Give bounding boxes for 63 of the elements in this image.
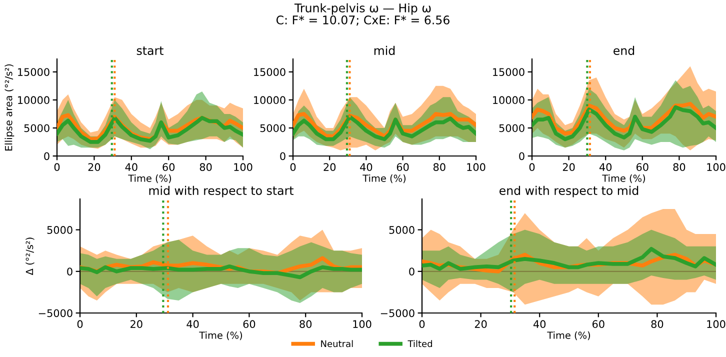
legend-label: Neutral xyxy=(321,340,353,348)
legend-label: Tilted xyxy=(408,340,432,348)
x-axis-title: Time (%) xyxy=(199,331,242,340)
y-tick-label: 10000 xyxy=(254,96,286,104)
x-axis-title: Time (%) xyxy=(547,331,590,340)
y-tick-label: 0 xyxy=(67,268,72,276)
x-tick-label: 20 xyxy=(562,163,575,172)
chart-title: end with respect to mid xyxy=(500,186,638,198)
x-tick-label: 0 xyxy=(77,320,83,328)
x-tick-label: 40 xyxy=(599,163,612,172)
y-tick-label: 10000 xyxy=(493,96,524,104)
y-axis-title: Ellipse area (°²/s²) xyxy=(4,64,14,150)
y-tick-label: 5000 xyxy=(499,124,524,132)
y-tick-label: 10000 xyxy=(18,96,50,104)
x-tick-label: 100 xyxy=(707,163,726,172)
chart-title: mid with respect to start xyxy=(149,186,294,198)
y-tick-label: 0 xyxy=(519,152,524,160)
y-tick-label: 15000 xyxy=(254,68,286,76)
x-tick-label: 20 xyxy=(474,320,487,328)
x-tick-label: 100 xyxy=(707,320,726,328)
x-tick-label: 40 xyxy=(360,163,372,172)
x-tick-label: 100 xyxy=(467,163,486,172)
x-tick-label: 80 xyxy=(433,163,446,172)
x-tick-label: 80 xyxy=(673,163,686,172)
x-tick-label: 80 xyxy=(300,320,312,328)
x-tick-label: 60 xyxy=(396,163,409,172)
x-tick-label: 0 xyxy=(290,163,296,172)
chart-title: end xyxy=(614,46,634,55)
y-tick-label: 5000 xyxy=(47,226,72,234)
y-tick-label: −5000 xyxy=(38,309,72,318)
y-tick-label: 5000 xyxy=(389,226,414,234)
x-tick-label: 20 xyxy=(324,163,336,172)
text: Trunk-pelvis ω — Hip ω xyxy=(294,3,431,15)
x-tick-label: 40 xyxy=(125,163,138,172)
y-tick-label: 15000 xyxy=(493,68,524,76)
x-tick-label: 40 xyxy=(533,320,546,328)
y-tick-label: 0 xyxy=(409,268,414,276)
x-tick-label: 80 xyxy=(651,320,664,328)
y-tick-label: −5000 xyxy=(380,309,414,318)
x-tick-label: 80 xyxy=(200,163,212,172)
y-tick-label: 0 xyxy=(44,152,50,160)
x-tick-label: 40 xyxy=(186,320,199,328)
x-tick-label: 60 xyxy=(636,163,648,172)
x-tick-label: 0 xyxy=(419,320,425,328)
y-axis-title: Δ (°²/s²) xyxy=(26,238,34,276)
x-tick-label: 60 xyxy=(592,320,604,328)
x-axis-title: Time (%) xyxy=(128,174,172,184)
text: C: F* = 10.07; CxE: F* = 6.56 xyxy=(276,15,450,26)
y-tick-label: 5000 xyxy=(24,124,50,132)
x-tick-label: 60 xyxy=(243,320,256,328)
y-tick-label: 5000 xyxy=(260,124,286,132)
x-axis-title: Time (%) xyxy=(362,174,406,184)
y-tick-label: 15000 xyxy=(18,68,50,76)
x-tick-label: 20 xyxy=(130,320,142,328)
x-tick-label: 20 xyxy=(88,163,100,172)
x-tick-label: 100 xyxy=(353,320,372,328)
x-tick-label: 60 xyxy=(162,163,175,172)
x-tick-label: 0 xyxy=(529,163,535,172)
chart-title: start xyxy=(136,46,164,55)
y-tick-label: 0 xyxy=(280,152,286,160)
x-axis-title: Time (%) xyxy=(602,174,646,184)
x-tick-label: 100 xyxy=(234,163,252,172)
chart-title: mid xyxy=(374,46,395,55)
